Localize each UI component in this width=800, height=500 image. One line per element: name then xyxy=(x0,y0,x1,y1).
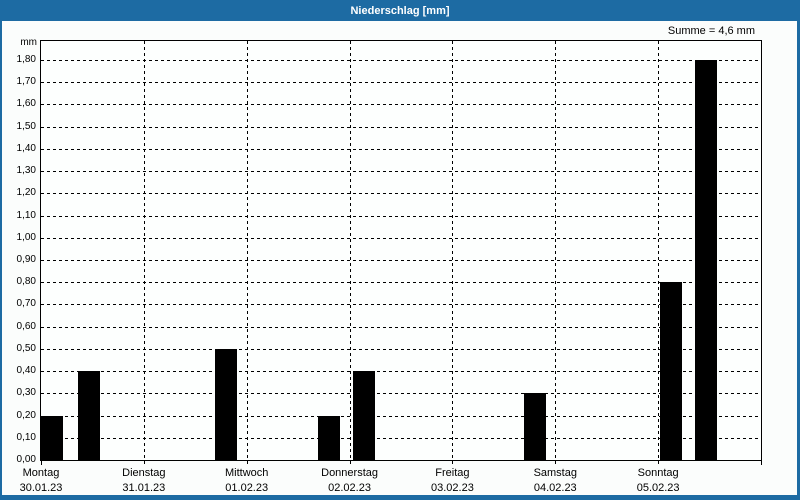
h-gridline xyxy=(41,282,761,284)
precipitation-bar xyxy=(695,60,717,460)
h-gridline xyxy=(41,371,761,373)
y-tick-label: 1,60 xyxy=(16,98,36,110)
y-tick-label: 1,50 xyxy=(16,120,36,132)
y-tick-label: 0,90 xyxy=(16,254,36,265)
x-date-label: 02.02.23 xyxy=(328,482,371,494)
y-tick-label: 0,60 xyxy=(16,320,36,332)
precipitation-bar xyxy=(353,371,375,460)
v-gridline xyxy=(555,41,557,466)
axis-edge-tick xyxy=(41,461,42,465)
h-gridline xyxy=(41,215,761,217)
y-tick-label: 0,70 xyxy=(16,298,36,310)
x-date-label: 01.02.23 xyxy=(225,482,269,494)
h-gridline xyxy=(41,171,761,173)
precipitation-bar xyxy=(41,415,63,460)
x-day-label: Mittwoch xyxy=(225,467,269,479)
y-tick-label: 1,20 xyxy=(16,187,36,199)
y-tick-label: 0,50 xyxy=(16,342,36,354)
v-gridline xyxy=(658,41,660,466)
plot-area xyxy=(40,40,762,466)
x-date-label: 05.02.23 xyxy=(636,482,680,494)
y-tick-label: 0,10 xyxy=(16,431,36,443)
h-gridline xyxy=(41,348,761,350)
y-tick-label: 1,00 xyxy=(16,231,36,243)
y-tick-label: 0,00 xyxy=(16,454,36,465)
h-gridline xyxy=(41,260,761,261)
y-tick-label: 0,30 xyxy=(16,387,36,399)
h-gridline xyxy=(41,237,761,239)
v-gridline xyxy=(143,41,145,466)
y-tick-label: 1,80 xyxy=(16,54,36,65)
h-gridline xyxy=(41,104,761,106)
precipitation-bar xyxy=(318,415,340,460)
x-day-label: Freitag xyxy=(435,467,470,479)
x-day-label: Sonntag xyxy=(637,467,679,479)
h-gridline xyxy=(41,60,761,61)
y-tick-label: 1,40 xyxy=(16,142,36,154)
v-gridline xyxy=(349,41,351,466)
y-tick-label: 1,70 xyxy=(16,76,36,88)
x-date-label: 30.01.23 xyxy=(19,482,63,494)
h-gridline xyxy=(41,82,761,84)
y-axis-unit-label: mm xyxy=(20,37,37,48)
chart-canvas: Summe = 4,6 mm mm 0,00 0,10 0,20 0,30 0,40 0,… xyxy=(2,21,797,495)
h-gridline xyxy=(41,148,761,150)
precipitation-bar xyxy=(215,348,237,460)
x-date-label: 04.02.23 xyxy=(533,482,577,494)
h-gridline xyxy=(41,193,761,195)
h-gridline xyxy=(41,304,761,306)
h-gridline xyxy=(41,437,761,439)
y-tick-label: 1,30 xyxy=(16,165,36,177)
axis-edge-tick xyxy=(761,461,762,465)
precipitation-bar xyxy=(660,282,682,460)
x-day-label: Donnerstag xyxy=(321,467,378,479)
precipitation-bar xyxy=(524,393,546,460)
precipitation-bar xyxy=(78,371,100,460)
y-tick-label: 0,40 xyxy=(16,365,36,377)
window-title: Niederschlag [mm] xyxy=(350,4,450,17)
x-date-label: 03.02.23 xyxy=(431,482,474,494)
v-gridline xyxy=(452,41,454,466)
h-gridline xyxy=(41,393,761,395)
y-tick-label: 0,80 xyxy=(16,276,36,288)
x-day-label: Samstag xyxy=(533,467,577,479)
window-titlebar: Niederschlag [mm] xyxy=(0,0,800,21)
x-date-label: 31.01.23 xyxy=(122,482,166,494)
x-day-label: Dienstag xyxy=(122,467,166,479)
x-day-label: Montag xyxy=(22,467,60,479)
h-gridline xyxy=(41,326,761,328)
v-gridline xyxy=(246,41,248,466)
y-tick-label: 1,10 xyxy=(16,209,36,221)
plot-grid-layer xyxy=(41,41,761,466)
h-gridline xyxy=(41,415,761,417)
y-tick-label: 0,20 xyxy=(16,409,36,421)
sum-label: Summe = 4,6 mm xyxy=(667,25,755,37)
h-gridline xyxy=(41,126,761,128)
